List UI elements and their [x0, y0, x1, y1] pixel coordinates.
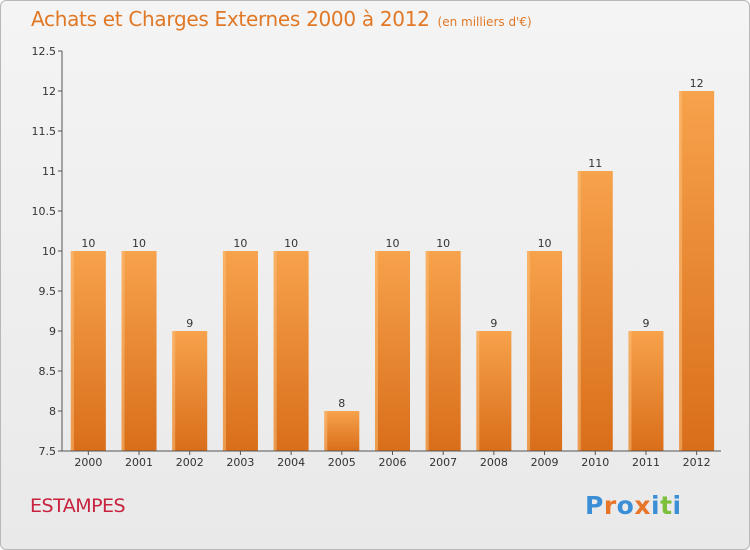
logo-letter: i — [672, 491, 682, 520]
title-row: Achats et Charges Externes 2000 à 2012 (e… — [31, 7, 532, 31]
bar — [476, 331, 512, 451]
bar-value-label: 10 — [284, 237, 298, 250]
logo-letter: x — [634, 491, 651, 520]
bar-highlight — [577, 171, 581, 451]
bar-highlight — [222, 251, 226, 451]
bar — [70, 251, 106, 451]
bar — [375, 251, 410, 451]
bar-highlight — [172, 331, 176, 451]
logo-letter: r — [603, 491, 617, 520]
x-tick-label: 2005 — [328, 456, 356, 469]
x-tick-label: 2007 — [429, 456, 457, 469]
x-tick-label: 2006 — [379, 456, 407, 469]
bar-highlight — [375, 251, 378, 451]
x-tick-label: 2012 — [683, 456, 711, 469]
bar — [577, 171, 613, 451]
y-tick-label: 7.5 — [39, 445, 57, 458]
bar-highlight — [527, 251, 531, 451]
bar-highlight — [476, 331, 480, 451]
city-label: ESTAMPES — [30, 495, 126, 517]
bar-value-label: 9 — [642, 317, 649, 330]
bar-highlight — [679, 91, 683, 451]
bar-value-label: 8 — [338, 397, 345, 410]
bar-highlight — [324, 411, 328, 451]
bar-value-label: 10 — [233, 237, 247, 250]
bar-highlight — [425, 251, 429, 451]
x-tick-label: 2001 — [125, 456, 153, 469]
bar-value-label: 10 — [538, 237, 552, 250]
bar — [222, 251, 258, 451]
bar-highlight — [121, 251, 125, 451]
y-tick-label: 11.5 — [32, 125, 57, 138]
bar-value-label: 12 — [690, 77, 704, 90]
bar-value-label: 9 — [490, 317, 497, 330]
logo-letter: t — [660, 491, 673, 520]
y-tick-label: 8.5 — [39, 365, 57, 378]
y-tick-label: 9.5 — [39, 285, 57, 298]
x-tick-label: 2011 — [632, 456, 660, 469]
bar-highlight — [273, 251, 277, 451]
y-tick-label: 9 — [49, 325, 56, 338]
x-tick-label: 2000 — [74, 456, 102, 469]
x-axis: 2000 2001 2002 2003 2004 2005 2006 2007 2008 2009… — [62, 450, 721, 469]
y-tick-label: 12 — [42, 85, 56, 98]
bar-highlight — [628, 331, 632, 451]
y-axis: 7.5 8 8.5 9 9.5 10 10.5 11 11.5 12 12.5 — [32, 45, 63, 458]
chart-title: Achats et Charges Externes 2000 à 2012 — [31, 7, 430, 31]
bar-value-label: 9 — [186, 317, 193, 330]
bar-value-label: 10 — [386, 237, 400, 250]
y-tick-label: 12.5 — [32, 45, 57, 58]
logo-letter: o — [616, 491, 635, 520]
y-tick-label: 8 — [49, 405, 56, 418]
bar — [527, 251, 563, 451]
y-tick-label: 10 — [42, 245, 56, 258]
bar-value-label: 10 — [132, 237, 146, 250]
bar — [273, 251, 309, 451]
bar-value-label: 10 — [81, 237, 95, 250]
chart-subtitle: (en milliers d'€) — [437, 15, 532, 29]
bar-value-label: 10 — [436, 237, 450, 250]
bar — [121, 251, 157, 451]
bar-value-label: 11 — [588, 157, 602, 170]
proxiti-logo: Proxiti — [585, 491, 682, 520]
bar — [425, 251, 461, 451]
bar — [628, 331, 664, 451]
x-tick-label: 2002 — [176, 456, 204, 469]
bar-highlight — [70, 251, 74, 451]
bar — [172, 331, 208, 451]
bar — [679, 91, 715, 451]
x-tick-label: 2004 — [277, 456, 305, 469]
logo-letter: P — [585, 491, 604, 520]
y-tick-label: 10.5 — [32, 205, 57, 218]
x-tick-label: 2010 — [581, 456, 609, 469]
x-tick-label: 2003 — [226, 456, 254, 469]
bar-series: 10 10 9 10 10 8 10 10 9 10 11 9 12 — [70, 77, 715, 451]
logo-letter: i — [651, 491, 661, 520]
x-tick-label: 2008 — [480, 456, 508, 469]
y-tick-label: 11 — [42, 165, 56, 178]
x-tick-label: 2009 — [531, 456, 559, 469]
bar — [324, 411, 360, 451]
